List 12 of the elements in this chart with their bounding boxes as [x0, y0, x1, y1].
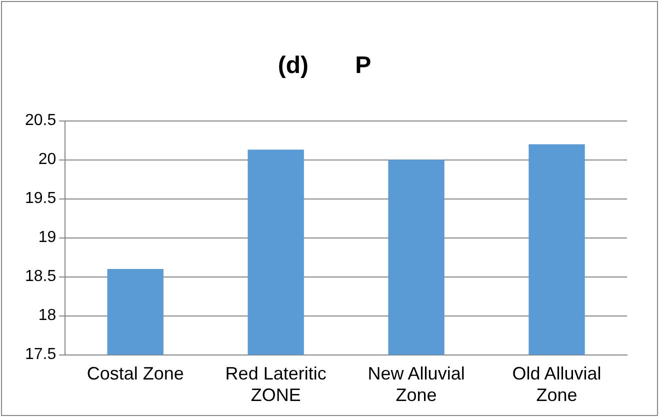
x-tick-label: Red Lateritic ZONE [225, 364, 326, 406]
y-tick-label: 19.5 [25, 190, 56, 208]
y-tick-label: 20 [38, 151, 56, 168]
x-tick-label: Old Alluvial Zone [512, 364, 602, 406]
y-tick-label: 19 [38, 229, 56, 246]
chart-title: (d) P [278, 52, 372, 80]
x-tick-label: Costal Zone [86, 364, 184, 384]
y-tick-label: 17.5 [25, 346, 56, 364]
y-tick-label: 18 [38, 307, 56, 324]
y-tick-label: 18.5 [25, 268, 56, 286]
x-tick-label: New Alluvial Zone [368, 364, 465, 406]
y-tick-label: 20.5 [25, 112, 56, 130]
